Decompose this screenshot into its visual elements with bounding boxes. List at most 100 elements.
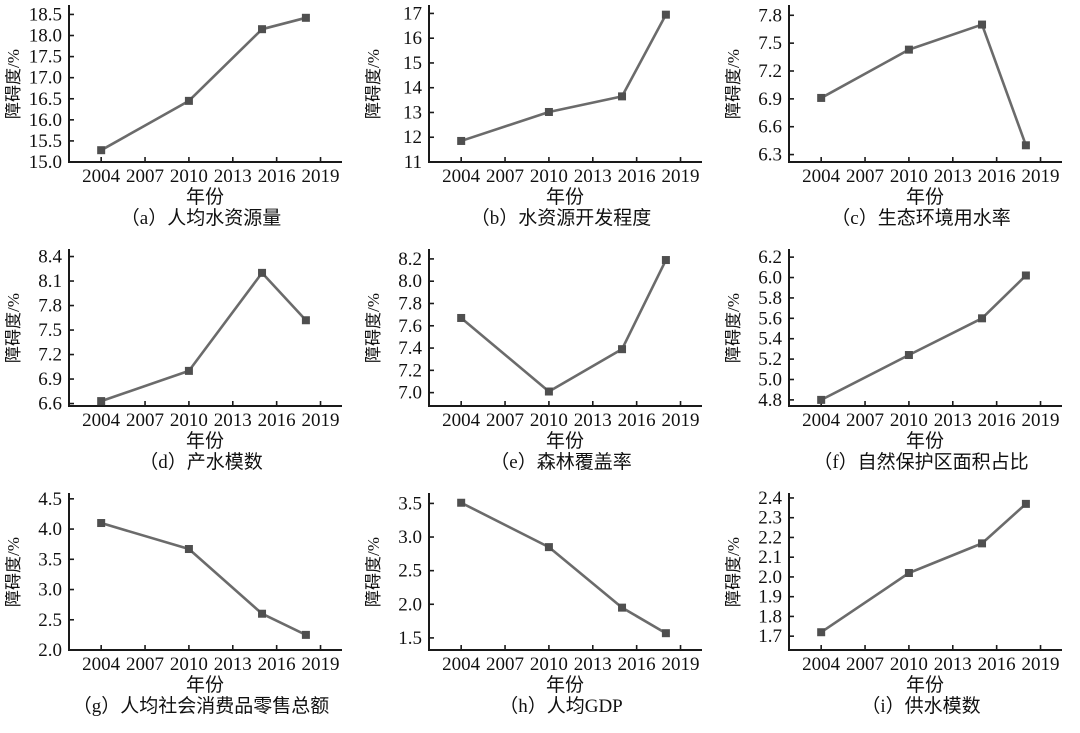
y-tick-label: 14 (403, 78, 423, 99)
x-tick-label: 2013 (934, 654, 972, 675)
y-tick-label: 6.0 (758, 268, 782, 289)
y-tick-label: 2.0 (398, 594, 422, 615)
x-tick-label: 2010 (170, 654, 208, 675)
y-tick-label: 1.8 (758, 606, 782, 627)
data-point-marker (618, 345, 627, 354)
x-tick-label: 2016 (258, 410, 296, 431)
x-tick-label: 2019 (662, 654, 700, 675)
y-tick-label: 8.4 (38, 247, 62, 268)
data-point-marker (817, 628, 826, 637)
tick-marks (789, 256, 1042, 406)
data-point-marker (97, 397, 106, 406)
chart-svg-f: 4.85.05.25.45.65.86.06.2 2004 2007 2010 2013… (725, 247, 1062, 450)
data-point-marker (661, 10, 670, 19)
y-tick-label: 6.9 (38, 369, 62, 390)
series-line (459, 501, 668, 635)
x-axis-label: 年份 (186, 186, 224, 206)
data-point-marker (618, 603, 627, 612)
x-axis-label: 年份 (906, 430, 944, 450)
x-axis-label: 年份 (906, 186, 944, 206)
x-tick-label: 2004 (802, 410, 841, 431)
x-tick-label: 2007 (846, 654, 884, 675)
x-tick-label: 2010 (890, 654, 928, 675)
x-tick-label: 2016 (978, 410, 1016, 431)
chart-svg-i: 1.71.81.92.02.12.22.32.4 2004 2007 2010 2013… (725, 488, 1062, 694)
series-line (819, 502, 1028, 634)
chart-panel-a: 15.0 15.5 16.0 16.5 17.0 17.5 18.0 18.5 2004 2007… (0, 0, 360, 244)
y-tick-label: 6.6 (38, 394, 62, 415)
data-point-marker (978, 539, 987, 548)
x-tick-label: 2010 (890, 166, 928, 187)
data-point-marker (978, 20, 987, 29)
y-tick-label: 3.5 (38, 549, 62, 570)
tick-marks (69, 498, 322, 651)
x-tick-label: 2004 (82, 410, 121, 431)
y-tick-label: 4.0 (38, 519, 62, 540)
y-tick-label: 3.0 (398, 527, 422, 548)
chart-svg-d: 6.6 6.9 7.2 7.5 7.8 8.1 8.4 2004 2007 2010 2013 201… (5, 247, 342, 450)
y-axis-label: 障碍度/% (725, 49, 743, 119)
tick-marks (429, 502, 682, 650)
x-tick-label: 2013 (214, 166, 252, 187)
x-tick-label: 2004 (82, 654, 121, 675)
y-tick-label: 8.0 (398, 271, 422, 292)
x-tick-label: 2016 (258, 166, 296, 187)
data-point-marker (184, 96, 193, 105)
y-tick-label: 18.0 (29, 26, 62, 47)
x-axis-label: 年份 (186, 430, 224, 450)
axes (788, 493, 1062, 651)
chart-panel-e: 7.0 7.2 7.4 7.6 7.8 8.0 8.2 2004 2007 2010 2013 201… (360, 244, 720, 488)
y-axis-label: 障碍度/% (5, 537, 23, 607)
x-axis-label: 年份 (906, 674, 944, 694)
x-tick-label: 2016 (618, 410, 656, 431)
x-tick-label: 2019 (1022, 654, 1060, 675)
chart-caption-a: （a）人均水资源量 (120, 208, 282, 229)
y-tick-label: 2.5 (398, 561, 422, 582)
y-axis-label: 障碍度/% (5, 49, 23, 119)
y-tick-label: 7.2 (38, 345, 62, 366)
axes (68, 249, 342, 407)
x-tick-label: 2010 (170, 166, 208, 187)
data-point-marker (904, 351, 913, 360)
y-tick-label: 6.9 (758, 89, 782, 110)
data-point-marker (817, 93, 826, 102)
tick-marks (789, 497, 1042, 650)
data-point-marker (904, 45, 913, 54)
y-tick-label: 7.0 (398, 383, 422, 404)
chart-svg-g: 2.0 2.5 3.0 3.5 4.0 4.5 2004 2007 2010 2013 2016 20… (5, 489, 342, 694)
y-tick-label: 3.5 (398, 493, 422, 514)
x-tick-label: 2013 (934, 166, 972, 187)
y-tick-label: 2.4 (758, 488, 782, 509)
y-tick-label: 7.6 (398, 316, 422, 337)
tick-marks (429, 12, 682, 163)
data-point-marker (301, 630, 310, 639)
tick-marks (69, 255, 322, 406)
chart-caption-h: （h）人均GDP (499, 696, 623, 717)
data-point-marker (97, 519, 106, 528)
data-point-marker (457, 498, 466, 507)
x-tick-label: 2004 (442, 654, 481, 675)
y-tick-label: 2.5 (38, 610, 62, 631)
x-tick-label: 2016 (618, 654, 656, 675)
y-tick-label: 7.2 (758, 61, 782, 82)
chart-svg-c: 6.3 6.6 6.9 7.2 7.5 7.8 2004 2007 2010 2013 2016 20… (725, 5, 1062, 206)
x-tick-label: 2007 (846, 166, 884, 187)
axes (428, 5, 702, 163)
data-point-marker (184, 366, 193, 375)
y-tick-label: 6.6 (758, 117, 782, 138)
series-line (99, 16, 308, 152)
chart-caption-b: （b）水资源开发程度 (470, 208, 652, 229)
data-point-marker (544, 543, 553, 552)
y-tick-label: 4.5 (38, 489, 62, 510)
y-tick-label: 7.5 (758, 33, 782, 54)
chart-caption-g: （g）人均社会消费品零售总额 (72, 696, 330, 717)
chart-panel-c: 6.3 6.6 6.9 7.2 7.5 7.8 2004 2007 2010 2013 2016 20… (720, 0, 1080, 244)
y-tick-label: 6.3 (758, 145, 782, 166)
tick-marks (789, 14, 1042, 162)
series-line (99, 521, 308, 637)
y-tick-label: 15.5 (29, 131, 62, 152)
y-tick-label: 17.5 (29, 47, 62, 68)
y-tick-label: 7.5 (38, 320, 62, 341)
y-tick-label: 7.2 (398, 360, 422, 381)
